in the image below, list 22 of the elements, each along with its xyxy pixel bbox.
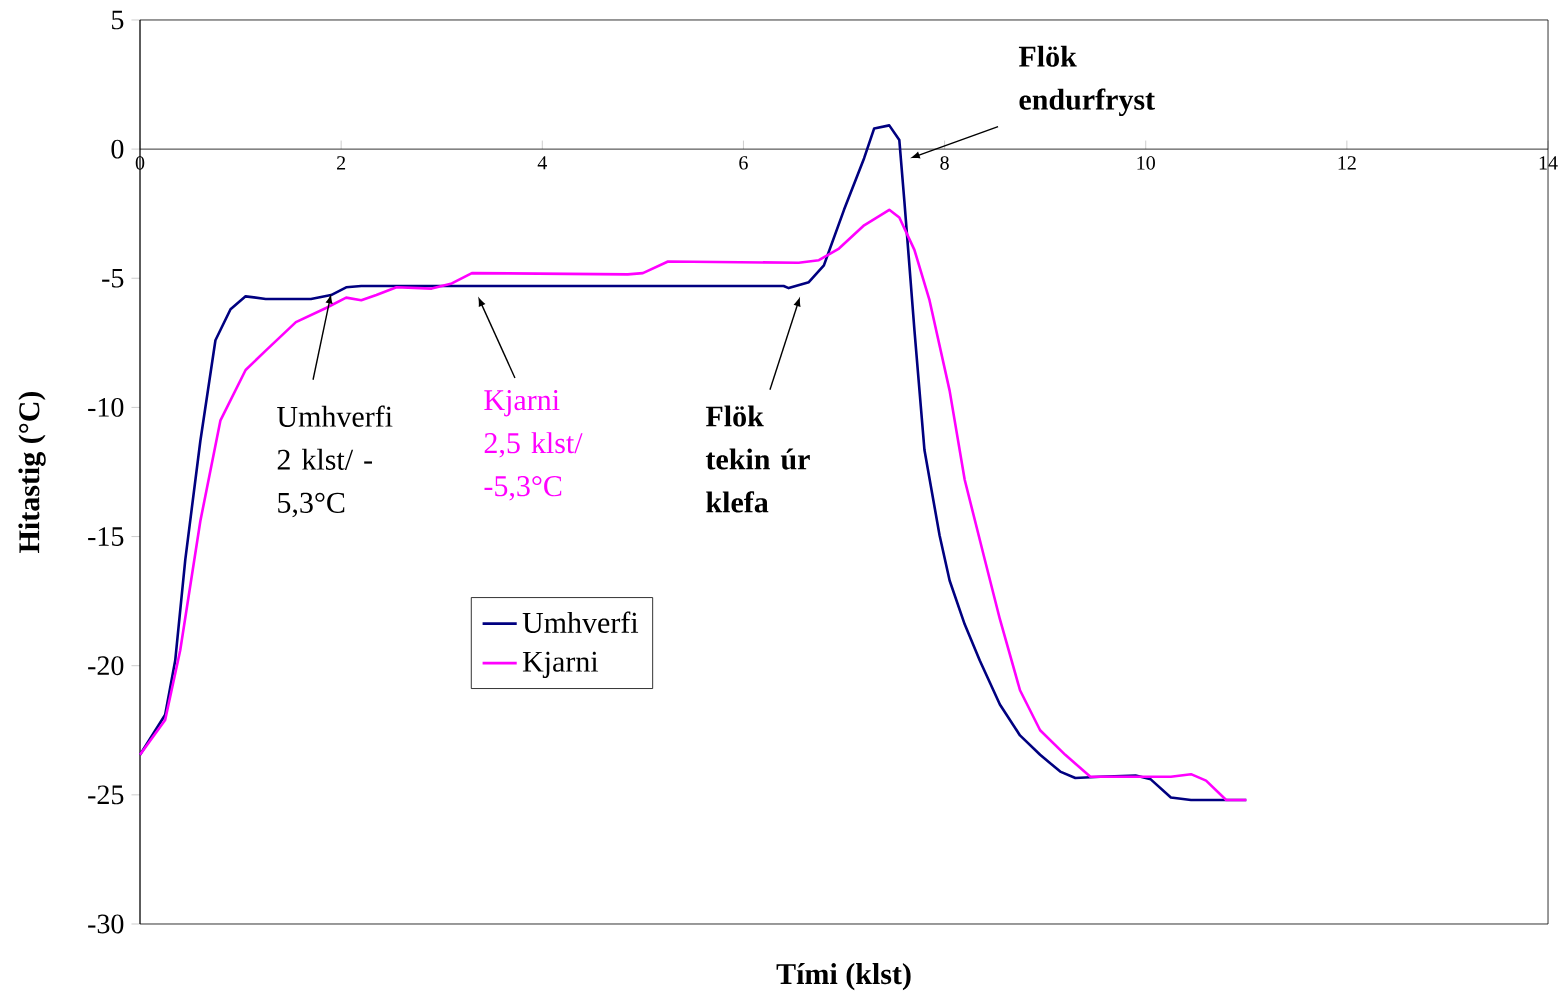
x-axis-title: Tími (klst) [776,963,911,991]
x-tick-label: 8 [940,156,949,170]
x-tick-label: 12 [1338,156,1356,170]
x-tick-label: 4 [537,156,547,170]
legend-label: Kjarni [522,651,599,678]
x-tick-label: 6 [739,156,748,170]
y-axis-title: Hitastig (°C) [18,391,46,553]
annotation: Kjarni 2,5 klst/ -5,3°C [484,390,583,501]
annotation: Umhverfi 2 klst/ -5,3°C [277,405,393,518]
x-tick-label: 2 [337,156,346,170]
y-tick-label: -20 [88,656,124,676]
legend-label: Umhverfi [522,611,639,633]
annotation: Flök tekin úr klefa [705,405,810,513]
x-tick-label: 14 [1539,156,1558,170]
y-tick-label: -15 [88,527,124,546]
y-tick-label: -10 [88,397,124,417]
y-tick-label: -5 [102,268,124,288]
annotation: Flök endurfryst [1018,45,1155,116]
y-tick-label: -30 [88,914,124,934]
y-tick-label: -25 [88,785,124,805]
x-tick-label: 10 [1137,156,1155,170]
y-tick-label: 5 [112,10,124,30]
